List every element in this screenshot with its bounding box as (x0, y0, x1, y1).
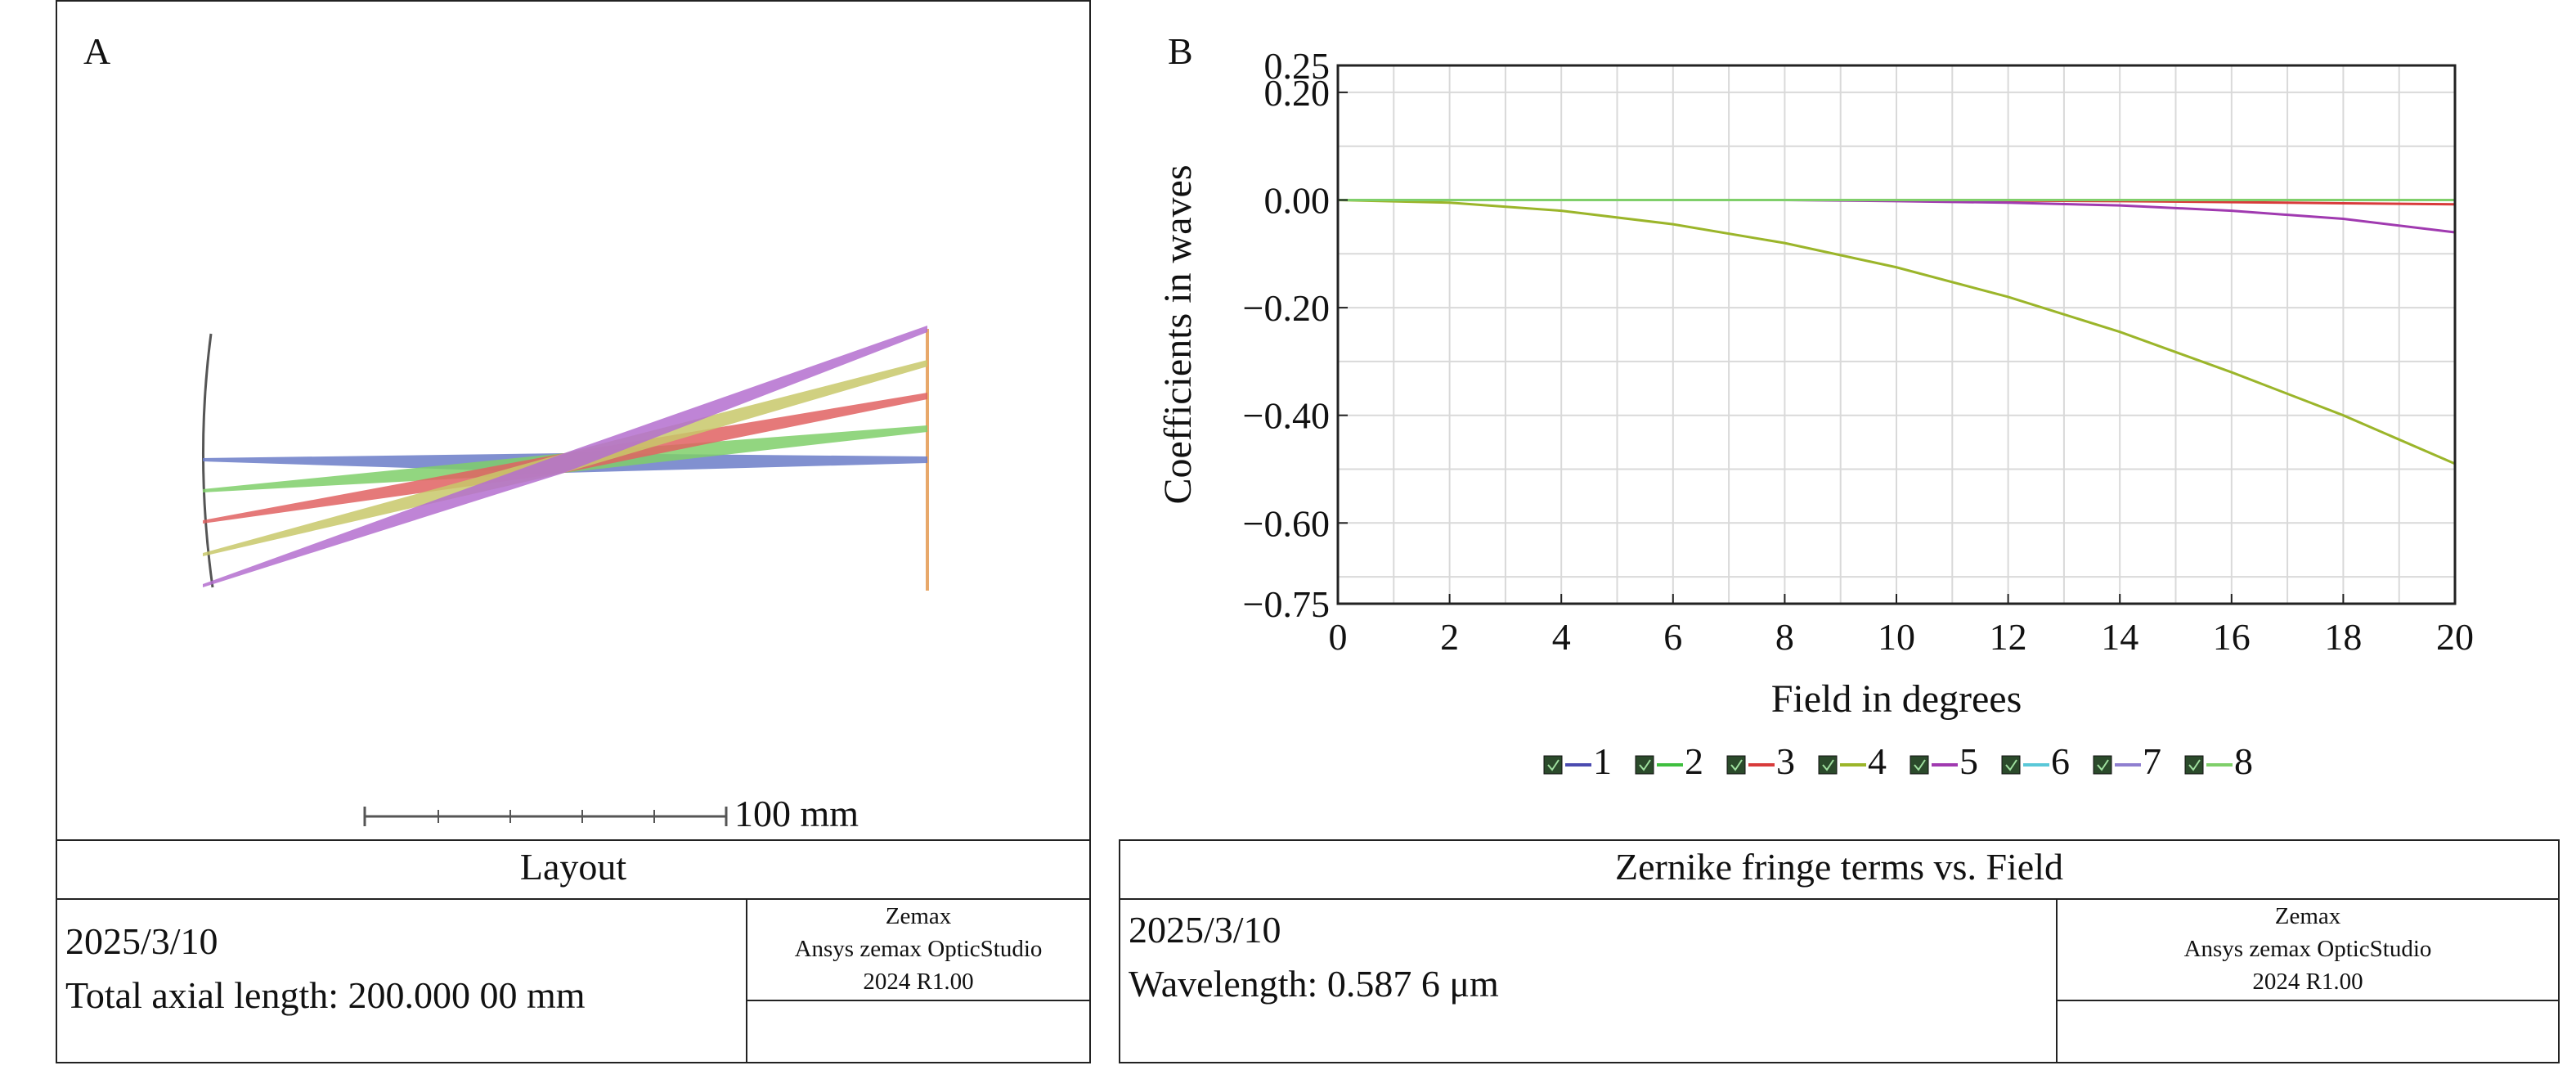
series-line-4 (1337, 199, 2456, 465)
ray-bundle-green (203, 453, 564, 492)
x-tick-label: 18 (2324, 616, 2362, 658)
legend-label-7: 7 (2143, 740, 2161, 782)
legend-label-4: 4 (1868, 740, 1887, 782)
legend-marker (2093, 755, 2112, 775)
x-tick-label: 8 (1775, 616, 1794, 658)
legend-check (1822, 759, 1834, 771)
layout-drawing (202, 326, 929, 826)
legend-label-6: 6 (2051, 740, 2070, 782)
layout-date: 2025/3/10 (65, 920, 218, 962)
ray-bundle-red-image (564, 393, 927, 473)
ray-bundle-yellow-image (564, 360, 927, 473)
legend-label-3: 3 (1776, 740, 1795, 782)
chart-blank-box (2056, 1000, 2560, 1063)
legend-label-5: 5 (1959, 740, 1978, 782)
legend-check (1639, 759, 1651, 771)
legend-marker (1635, 755, 1654, 775)
legend-label-8: 8 (2234, 740, 2253, 782)
layout-info: Total axial length: 200.000 00 mm (65, 974, 586, 1016)
legend-label-1: 1 (1593, 740, 1612, 782)
layout-title: Layout (519, 846, 627, 888)
ray-bundles (203, 326, 927, 587)
legend-check (2005, 759, 2017, 771)
legend-check (1914, 759, 1926, 771)
chart-title: Zernike fringe terms vs. Field (1614, 846, 2064, 888)
y-tick-label: 0.20 (1264, 72, 1331, 114)
legend-check (2097, 759, 2109, 771)
y-tick-label: −0.75 (1243, 583, 1330, 625)
y-tick-label: 0.25 (1264, 45, 1331, 87)
legend-marker (1726, 755, 1746, 775)
chart-panel: B 0 2 4 6 8 10 12 14 16 18 20 0.25 0.20 0.00 −0.20 −0.4… (1096, 0, 2576, 1070)
legend-label-2: 2 (1685, 740, 1703, 782)
ray-bundle-red (203, 453, 564, 524)
scale-bar (363, 807, 728, 826)
legend-marker (1910, 755, 1929, 775)
chart-date: 2025/3/10 (1129, 909, 1281, 951)
layout-vendor-2: Ansys zemax OpticStudio (794, 936, 1043, 962)
x-tick-label: 16 (2213, 616, 2251, 658)
layout-panel: A 100 mm Layout 2025/3/10 Total axial le… (0, 0, 1096, 1070)
x-tick-label: 4 (1552, 616, 1571, 658)
chart-info: Wavelength: 0.587 6 μm (1129, 963, 1499, 1005)
y-tick-label: 0.00 (1264, 180, 1331, 222)
chart-vendor-2: Ansys zemax OpticStudio (2183, 936, 2432, 962)
legend-check (1547, 759, 1560, 771)
x-tick-label: 2 (1440, 616, 1459, 658)
x-axis-label: Field in degrees (1771, 677, 2022, 721)
x-tick-label: 0 (1329, 616, 1348, 658)
legend-marker (2001, 755, 2021, 775)
ray-bundle-magenta-image (564, 326, 927, 473)
legend-marker (1543, 755, 1563, 775)
y-tick-label: −0.20 (1243, 287, 1330, 329)
legend-marker (2184, 755, 2204, 775)
chart-vendor-1: Zemax (2274, 903, 2341, 929)
ray-bundle-green-image (564, 425, 927, 473)
x-tick-label: 14 (2101, 616, 2138, 658)
x-tick-label: 20 (2436, 616, 2474, 658)
layout-blank-box (746, 1000, 1091, 1063)
x-tick-label: 6 (1663, 616, 1682, 658)
x-tick-label: 10 (1878, 616, 1915, 658)
y-tick-label: −0.60 (1243, 502, 1330, 544)
y-tick-label: −0.40 (1243, 395, 1330, 437)
ray-bundle-magenta (203, 453, 564, 587)
scale-bar-label: 100 mm (734, 793, 859, 834)
legend-check (1730, 759, 1743, 771)
legend-check (2188, 759, 2201, 771)
y-axis-label: Coefficients in waves (1156, 164, 1200, 504)
layout-vendor-3: 2024 R1.00 (863, 969, 974, 995)
legend-marker (1818, 755, 1838, 775)
chart-vendor-3: 2024 R1.00 (2252, 969, 2363, 995)
layout-vendor-1: Zemax (885, 903, 952, 929)
ray-bundle-yellow (203, 453, 564, 556)
zernike-chart: 0 2 4 6 8 10 12 14 16 18 200.250.200.00−0.20−0.40−… (1156, 45, 2474, 782)
x-tick-label: 12 (1990, 616, 2027, 658)
layout-panel-label: A (83, 30, 111, 72)
chart-panel-label: B (1168, 30, 1193, 72)
